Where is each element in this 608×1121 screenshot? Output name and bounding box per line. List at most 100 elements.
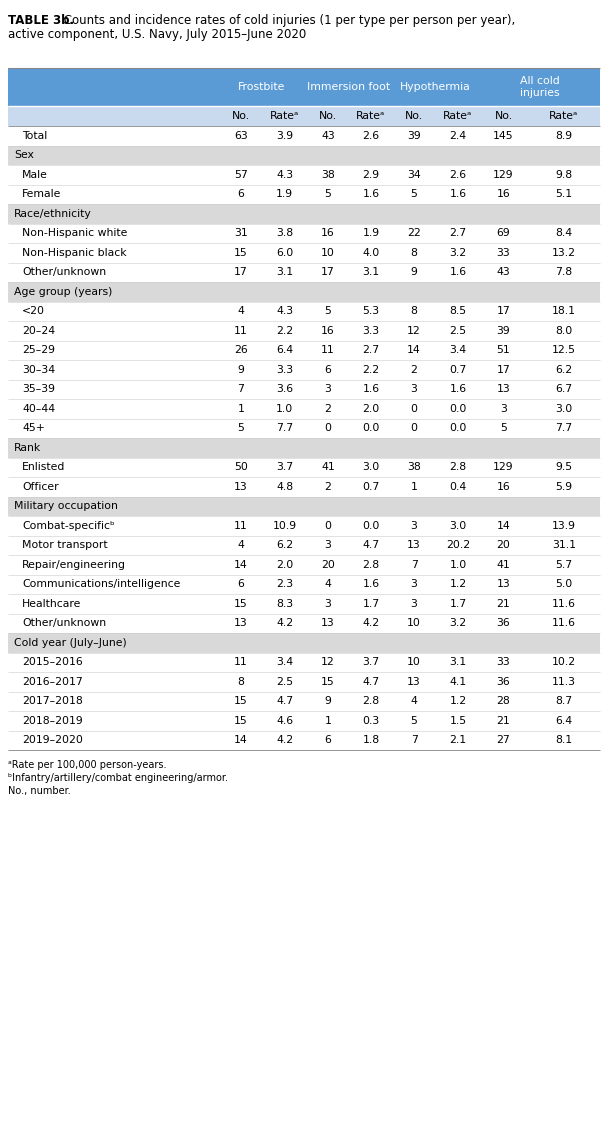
Text: 14: 14 — [234, 559, 248, 569]
Text: Immersion foot: Immersion foot — [307, 82, 390, 92]
Text: 16: 16 — [497, 482, 510, 492]
Text: Non-Hispanic white: Non-Hispanic white — [22, 229, 127, 239]
Text: 1.6: 1.6 — [449, 267, 466, 277]
Text: 5.1: 5.1 — [555, 189, 573, 200]
Text: 1.6: 1.6 — [362, 580, 379, 590]
Text: 6: 6 — [325, 364, 331, 374]
Text: 2.0: 2.0 — [362, 404, 379, 414]
Bar — [8, 243, 600, 262]
Text: ᵇInfantry/artillery/combat engineering/armor.: ᵇInfantry/artillery/combat engineering/a… — [8, 773, 228, 782]
Text: 13.9: 13.9 — [552, 521, 576, 530]
Text: 12.5: 12.5 — [552, 345, 576, 355]
Text: Rateᵃ: Rateᵃ — [443, 111, 472, 121]
Text: active component, U.S. Navy, July 2015–June 2020: active component, U.S. Navy, July 2015–J… — [8, 28, 306, 41]
Text: <20: <20 — [22, 306, 45, 316]
Text: 1.2: 1.2 — [449, 696, 466, 706]
Text: 3.0: 3.0 — [449, 521, 466, 530]
Text: Female: Female — [22, 189, 61, 200]
Text: 4.8: 4.8 — [276, 482, 293, 492]
Text: 0.7: 0.7 — [449, 364, 466, 374]
Text: 3.3: 3.3 — [362, 326, 379, 336]
Bar — [8, 574, 600, 594]
Text: 2.5: 2.5 — [449, 326, 466, 336]
Text: 1.6: 1.6 — [449, 189, 466, 200]
Text: 5.7: 5.7 — [555, 559, 573, 569]
Text: 50: 50 — [234, 462, 248, 472]
Text: All cold
injuries: All cold injuries — [520, 76, 559, 99]
Text: 2.2: 2.2 — [276, 326, 293, 336]
Bar — [8, 613, 600, 633]
Bar — [8, 438, 600, 457]
Text: 35–39: 35–39 — [22, 385, 55, 395]
Text: 43: 43 — [321, 131, 335, 141]
Text: Rateᵃ: Rateᵃ — [549, 111, 579, 121]
Bar — [8, 165, 600, 185]
Text: 69: 69 — [497, 229, 510, 239]
Bar — [8, 185, 600, 204]
Text: 2.8: 2.8 — [449, 462, 466, 472]
Text: Frostbite: Frostbite — [238, 82, 286, 92]
Text: 3.3: 3.3 — [276, 364, 293, 374]
Text: 1.9: 1.9 — [362, 229, 379, 239]
Text: 2.2: 2.2 — [362, 364, 379, 374]
Text: 6: 6 — [325, 735, 331, 745]
Text: 3.7: 3.7 — [362, 657, 379, 667]
Text: 4.6: 4.6 — [276, 715, 293, 725]
Text: Total: Total — [22, 131, 47, 141]
Text: 5.3: 5.3 — [362, 306, 379, 316]
Text: 9: 9 — [325, 696, 331, 706]
Text: 25–29: 25–29 — [22, 345, 55, 355]
Text: 1: 1 — [410, 482, 418, 492]
Text: Non-Hispanic black: Non-Hispanic black — [22, 248, 126, 258]
Text: 3.1: 3.1 — [449, 657, 466, 667]
Text: 2018–2019: 2018–2019 — [22, 715, 83, 725]
Text: 8.7: 8.7 — [555, 696, 573, 706]
Text: 0: 0 — [325, 521, 331, 530]
Text: 1.6: 1.6 — [362, 189, 379, 200]
Text: 21: 21 — [497, 599, 510, 609]
Text: 3: 3 — [410, 599, 418, 609]
Text: No.: No. — [232, 111, 250, 121]
Text: 0.0: 0.0 — [449, 424, 466, 433]
Text: 11.3: 11.3 — [552, 677, 576, 687]
Bar — [8, 497, 600, 516]
Text: 3.8: 3.8 — [276, 229, 293, 239]
Bar — [8, 223, 600, 243]
Text: 2: 2 — [325, 404, 331, 414]
Text: 9.5: 9.5 — [555, 462, 573, 472]
Text: 11.6: 11.6 — [552, 599, 576, 609]
Text: 2.4: 2.4 — [449, 131, 466, 141]
Text: 2019–2020: 2019–2020 — [22, 735, 83, 745]
Text: 4.2: 4.2 — [362, 619, 379, 628]
Text: 5: 5 — [325, 189, 331, 200]
Text: 27: 27 — [497, 735, 510, 745]
Text: 4.7: 4.7 — [362, 540, 379, 550]
Bar — [8, 731, 600, 750]
Text: 3.7: 3.7 — [276, 462, 293, 472]
Text: 2.3: 2.3 — [276, 580, 293, 590]
Text: Sex: Sex — [14, 150, 34, 160]
Text: 7: 7 — [238, 385, 244, 395]
Text: 4: 4 — [410, 696, 418, 706]
Text: 43: 43 — [497, 267, 510, 277]
Text: 14: 14 — [407, 345, 421, 355]
Text: Other/unknown: Other/unknown — [22, 619, 106, 628]
Text: 3.2: 3.2 — [449, 248, 466, 258]
Text: 17: 17 — [234, 267, 248, 277]
Text: Motor transport: Motor transport — [22, 540, 108, 550]
Text: 7.7: 7.7 — [276, 424, 293, 433]
Text: 5: 5 — [325, 306, 331, 316]
Text: 129: 129 — [493, 462, 514, 472]
Text: 5: 5 — [410, 189, 418, 200]
Text: 11.6: 11.6 — [552, 619, 576, 628]
Text: Enlisted: Enlisted — [22, 462, 66, 472]
Text: 2.9: 2.9 — [362, 169, 379, 179]
Text: 1.0: 1.0 — [449, 559, 466, 569]
Text: 17: 17 — [497, 306, 510, 316]
Text: 3.4: 3.4 — [449, 345, 466, 355]
Text: 2017–2018: 2017–2018 — [22, 696, 83, 706]
Text: 3: 3 — [410, 580, 418, 590]
Text: 3.0: 3.0 — [362, 462, 379, 472]
Text: 0: 0 — [410, 404, 418, 414]
Bar — [8, 516, 600, 536]
